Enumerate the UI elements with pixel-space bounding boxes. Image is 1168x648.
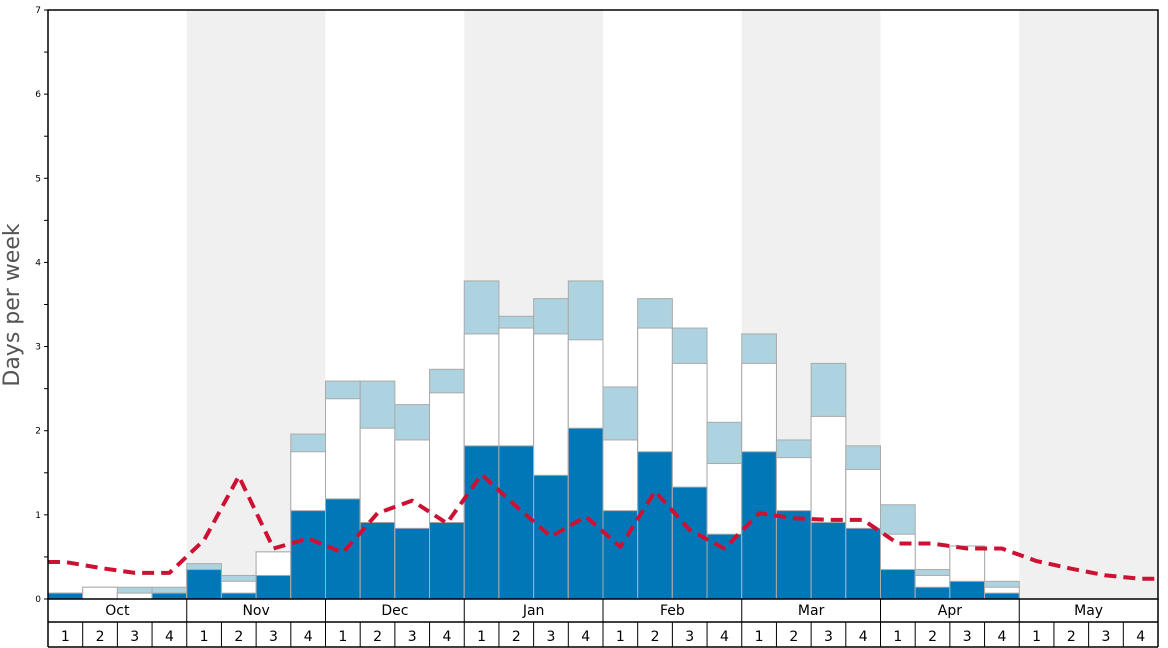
week-label: 4	[859, 629, 868, 645]
week-label: 1	[755, 629, 764, 645]
bar-dark-week-20	[706, 533, 743, 600]
bar-dark-week-18	[637, 451, 673, 600]
bar-dark-week-24	[845, 527, 881, 600]
week-label: 2	[373, 629, 382, 645]
y-tick-label: 3	[35, 343, 41, 353]
week-label: 2	[96, 629, 105, 645]
bar-dark-week-6	[220, 592, 257, 600]
y-tick-label: 1	[35, 511, 41, 521]
week-label: 1	[61, 629, 70, 645]
week-label: 2	[651, 629, 660, 645]
bar-middle-week-2	[82, 586, 118, 600]
week-label: 4	[442, 629, 451, 645]
y-axis-label: Days per week	[0, 223, 25, 386]
bar-dark-week-26	[914, 586, 951, 600]
bar-dark-week-1	[47, 592, 84, 600]
bar-middle-week-3	[116, 592, 153, 600]
y-tick-label: 4	[35, 258, 41, 268]
bar-dark-week-17	[602, 510, 639, 600]
y-tick-label: 6	[35, 90, 41, 100]
bar-dark-week-12	[429, 521, 465, 600]
bar-dark-week-5	[186, 569, 222, 600]
week-label: 4	[304, 629, 313, 645]
line-layer	[48, 472, 1158, 581]
week-label: 1	[1032, 629, 1041, 645]
week-label: 4	[1136, 629, 1145, 645]
bar-dark-week-7	[255, 574, 292, 600]
bar-dark-week-13	[463, 445, 500, 600]
week-label: 1	[616, 629, 625, 645]
week-label: 1	[338, 629, 347, 645]
month-label-jan: Jan	[522, 603, 545, 619]
week-label: 4	[581, 629, 590, 645]
axis-layer: 0 1 2 3 4 5 6 7 Oct Nov Dec Jan Feb Mar Apr May 1 2 3 4 1 2 3 4…	[35, 6, 1159, 648]
month-label-feb: Feb	[660, 603, 685, 619]
bar-dark-week-4	[151, 592, 188, 600]
week-label: 4	[165, 629, 174, 645]
week-label: 2	[234, 629, 243, 645]
week-label: 3	[963, 629, 972, 645]
week-label: 2	[928, 629, 937, 645]
week-label: 3	[408, 629, 417, 645]
bar-dark-week-8	[290, 510, 326, 600]
week-label: 1	[893, 629, 902, 645]
bar-dark-week-15	[533, 474, 569, 600]
bar-dark-week-19	[671, 486, 708, 600]
bar-dark-week-22	[775, 510, 812, 600]
month-label-dec: Dec	[381, 603, 408, 619]
week-label: 3	[824, 629, 833, 645]
bar-dark-week-14	[498, 445, 535, 600]
bar-dark-week-11	[394, 527, 431, 600]
week-label: 2	[512, 629, 521, 645]
month-label-apr: Apr	[938, 603, 962, 619]
week-label: 2	[1067, 629, 1076, 645]
week-label: 4	[720, 629, 729, 645]
month-band-may	[1019, 10, 1158, 599]
week-label: 3	[685, 629, 694, 645]
week-label: 3	[130, 629, 139, 645]
bar-dark-week-23	[810, 521, 847, 600]
week-label: 4	[997, 629, 1006, 645]
bar-dark-week-28	[984, 592, 1020, 600]
week-label: 3	[1102, 629, 1111, 645]
y-tick-label: 2	[35, 427, 41, 437]
bar-dark-week-27	[949, 580, 986, 600]
week-label: 1	[200, 629, 209, 645]
month-label-may: May	[1074, 603, 1103, 619]
week-label: 1	[477, 629, 486, 645]
y-tick-label: 0	[35, 595, 41, 605]
average-line	[48, 472, 1158, 581]
month-label-nov: Nov	[242, 603, 269, 619]
y-tick-label: 7	[35, 6, 41, 16]
y-tick-label: 5	[35, 174, 41, 184]
month-label-oct: Oct	[105, 603, 130, 619]
week-label: 3	[269, 629, 278, 645]
month-label-mar: Mar	[798, 603, 825, 619]
week-label: 3	[547, 629, 556, 645]
week-label: 2	[789, 629, 798, 645]
bar-dark-week-25	[880, 569, 916, 600]
bar-dark-week-10	[359, 521, 396, 600]
bar-dark-week-16	[567, 427, 604, 600]
